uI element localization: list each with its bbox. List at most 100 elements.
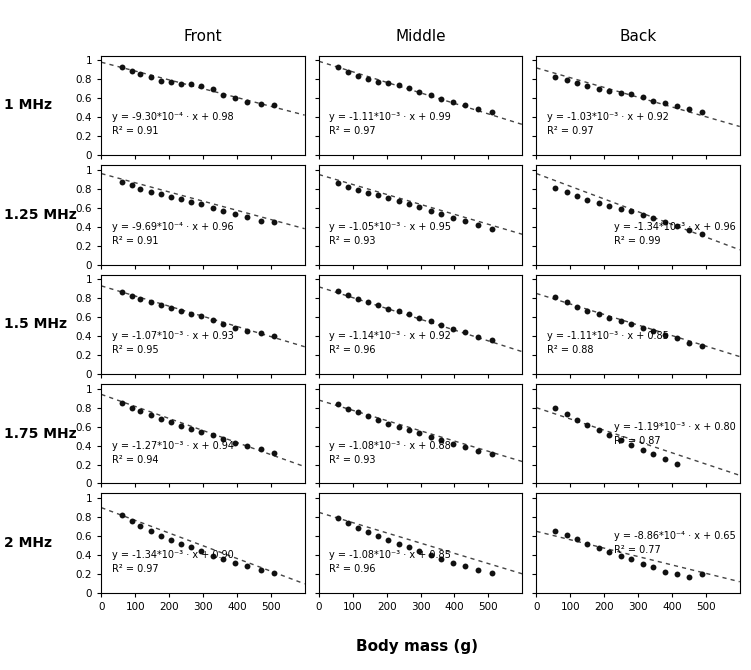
Point — [352, 185, 364, 196]
Point — [164, 535, 176, 545]
Point — [486, 449, 498, 460]
Point — [175, 78, 187, 89]
Point — [342, 403, 354, 414]
Point — [593, 425, 605, 436]
Text: Body mass (g): Body mass (g) — [356, 639, 478, 654]
Point — [241, 96, 253, 107]
Point — [241, 561, 253, 572]
Point — [126, 402, 138, 413]
Point — [581, 80, 593, 91]
Point — [472, 565, 484, 576]
Point — [126, 180, 138, 191]
Point — [671, 458, 683, 469]
Point — [116, 510, 128, 521]
Point — [435, 553, 447, 564]
Point — [683, 103, 695, 114]
Text: Back: Back — [620, 29, 656, 44]
Point — [185, 542, 198, 553]
Text: 1.25 MHz: 1.25 MHz — [4, 208, 77, 222]
Point — [255, 444, 267, 455]
Point — [659, 566, 671, 577]
Point — [195, 546, 207, 557]
Point — [134, 184, 146, 194]
Point — [659, 216, 671, 227]
Point — [637, 444, 649, 455]
Point — [603, 85, 615, 96]
Point — [116, 62, 128, 73]
Point — [195, 427, 207, 438]
Point — [164, 192, 176, 202]
Point — [571, 534, 583, 545]
Point — [603, 546, 615, 557]
Text: y = -9.30*10⁻⁴ · x + 0.98
R² = 0.91: y = -9.30*10⁻⁴ · x + 0.98 R² = 0.91 — [112, 113, 233, 136]
Point — [647, 562, 659, 573]
Point — [229, 438, 241, 448]
Point — [403, 542, 415, 553]
Point — [268, 567, 280, 578]
Point — [229, 557, 241, 568]
Point — [435, 208, 447, 219]
Point — [626, 88, 638, 99]
Point — [195, 311, 207, 322]
Point — [472, 446, 484, 457]
Point — [352, 70, 364, 81]
Point — [372, 531, 385, 541]
Point — [647, 213, 659, 224]
Point — [413, 312, 425, 323]
Point — [217, 206, 229, 216]
Point — [155, 299, 167, 310]
Point — [637, 210, 649, 220]
Point — [637, 92, 649, 103]
Point — [155, 530, 167, 541]
Text: y = -8.86*10⁻⁴ · x + 0.65
R² = 0.77: y = -8.86*10⁻⁴ · x + 0.65 R² = 0.77 — [614, 531, 735, 555]
Text: 1.75 MHz: 1.75 MHz — [4, 427, 77, 441]
Point — [472, 331, 484, 342]
Point — [459, 442, 471, 452]
Point — [207, 202, 219, 213]
Point — [175, 306, 187, 316]
Point — [362, 74, 374, 84]
Text: y = -1.34*10⁻³ · x + 0.90
R² = 0.97: y = -1.34*10⁻³ · x + 0.90 R² = 0.97 — [112, 550, 234, 574]
Point — [217, 318, 229, 329]
Point — [217, 90, 229, 100]
Point — [425, 431, 437, 442]
Point — [615, 203, 627, 214]
Point — [696, 341, 708, 352]
Point — [571, 415, 583, 425]
Text: y = -1.14*10⁻³ · x + 0.92
R² = 0.96: y = -1.14*10⁻³ · x + 0.92 R² = 0.96 — [329, 331, 451, 355]
Point — [342, 182, 354, 192]
Point — [403, 198, 415, 209]
Point — [229, 208, 241, 219]
Point — [603, 312, 615, 323]
Point — [268, 448, 280, 458]
Point — [255, 565, 267, 576]
Point — [593, 84, 605, 94]
Point — [413, 546, 425, 557]
Point — [486, 567, 498, 578]
Text: Front: Front — [184, 29, 222, 44]
Point — [671, 333, 683, 344]
Point — [403, 83, 415, 94]
Point — [229, 322, 241, 333]
Point — [393, 421, 405, 432]
Point — [207, 84, 219, 94]
Text: y = -1.05*10⁻³ · x + 0.95
R² = 0.93: y = -1.05*10⁻³ · x + 0.95 R² = 0.93 — [329, 222, 451, 246]
Point — [413, 86, 425, 97]
Point — [144, 410, 156, 421]
Point — [393, 196, 405, 206]
Point — [647, 95, 659, 106]
Point — [164, 417, 176, 427]
Point — [185, 308, 198, 319]
Point — [435, 320, 447, 330]
Point — [571, 190, 583, 201]
Point — [659, 454, 671, 465]
Point — [486, 106, 498, 117]
Point — [549, 526, 561, 537]
Point — [683, 224, 695, 235]
Point — [571, 302, 583, 312]
Point — [615, 87, 627, 98]
Point — [447, 323, 459, 334]
Text: y = -1.03*10⁻³ · x + 0.92
R² = 0.97: y = -1.03*10⁻³ · x + 0.92 R² = 0.97 — [547, 113, 668, 136]
Point — [459, 327, 471, 338]
Point — [615, 550, 627, 561]
